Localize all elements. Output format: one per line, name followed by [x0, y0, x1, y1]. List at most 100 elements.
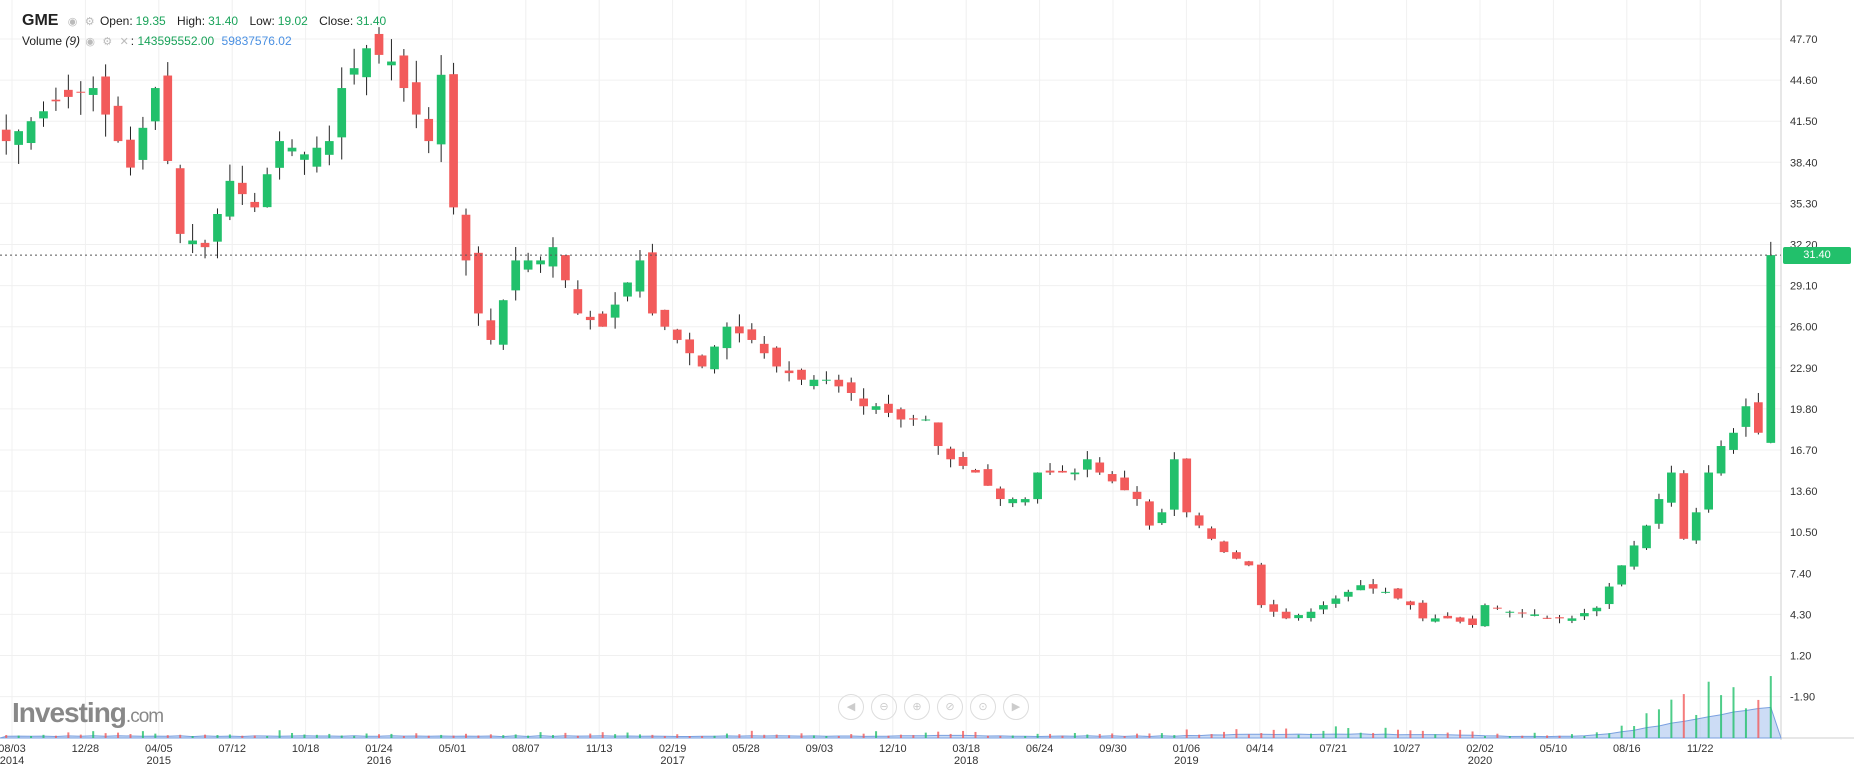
zoom-reset-icon[interactable]: ⊘ — [937, 694, 963, 720]
x-year-label: 2017 — [660, 755, 684, 765]
volume-bar — [117, 732, 120, 738]
candle-body — [1120, 477, 1129, 491]
volume-bar — [1011, 735, 1014, 738]
volume-bar — [378, 734, 381, 738]
candle-body — [1754, 402, 1763, 433]
candle-body — [548, 247, 558, 267]
zoom-out-icon[interactable]: ⊖ — [871, 694, 897, 720]
volume-bar — [390, 733, 393, 738]
chart-navigation: ◀ ⊖ ⊕ ⊘ ⊙ ▶ — [838, 694, 1036, 720]
x-year-label: 2016 — [367, 755, 391, 765]
volume-bar — [738, 734, 741, 738]
volume-bar — [1347, 728, 1350, 738]
candle-body — [1381, 591, 1390, 593]
candle-body — [1654, 499, 1664, 524]
volume-bar — [1633, 726, 1636, 738]
volume-bar — [626, 732, 629, 738]
x-tick-label: 12/28 — [72, 743, 100, 755]
candle-body — [958, 456, 968, 466]
zoom-in-icon[interactable]: ⊕ — [904, 694, 930, 720]
volume-bar — [92, 731, 95, 738]
candle-body — [1667, 472, 1676, 503]
x-year-label: 2019 — [1174, 755, 1198, 765]
x-tick-label: 01/06 — [1173, 743, 1201, 755]
volume-bar — [129, 734, 132, 738]
candle-body — [1306, 611, 1316, 619]
candle-body — [1331, 598, 1341, 604]
volume-bar — [1136, 733, 1139, 738]
volume-bar — [1695, 714, 1698, 738]
candle-body — [933, 422, 943, 447]
high-value: 31.40 — [208, 14, 239, 28]
y-tick-label: 1.20 — [1790, 651, 1811, 663]
volume-bar — [1483, 736, 1486, 738]
volume-bar — [1310, 733, 1313, 738]
candle-body — [374, 33, 384, 55]
candle-body — [275, 141, 284, 168]
volume-bar — [1359, 732, 1362, 738]
zoom-reset-alt-icon[interactable]: ⊙ — [970, 694, 996, 720]
candle-body — [884, 403, 893, 413]
candle-body — [797, 369, 806, 380]
candle-body — [213, 214, 222, 242]
candle-body — [113, 105, 123, 142]
visibility-icon[interactable]: ◉ — [67, 16, 78, 28]
volume-bar — [489, 734, 492, 738]
volume-value-1: 143595552.00 — [137, 34, 215, 48]
candle-body — [1430, 618, 1440, 622]
volume-bar — [427, 735, 430, 738]
candle-body — [1194, 515, 1204, 526]
candle-body — [1766, 255, 1776, 443]
x-tick-label: 09/30 — [1099, 743, 1127, 755]
volume-close-icon[interactable]: ✕ — [119, 36, 129, 48]
candle-body — [822, 379, 831, 381]
volume-bar — [800, 733, 803, 738]
candle-body — [995, 488, 1005, 500]
volume-bar — [42, 734, 45, 738]
volume-bar — [353, 735, 356, 738]
arrow-right-icon[interactable]: ▶ — [1003, 694, 1029, 720]
volume-bar — [67, 732, 70, 738]
candle-body — [735, 326, 744, 334]
candle-body — [287, 147, 297, 152]
investing-logo: Investing.com — [12, 697, 164, 729]
volume-bar — [1372, 732, 1375, 738]
volume-bar — [79, 734, 82, 738]
volume-bar — [701, 736, 704, 738]
y-tick-label: 4.30 — [1790, 609, 1811, 621]
settings-icon[interactable]: ⚙ — [84, 16, 95, 28]
volume-visibility-icon[interactable]: ◉ — [85, 36, 95, 48]
volume-bar — [1558, 735, 1561, 738]
candle-body — [1604, 586, 1614, 605]
arrow-left-icon[interactable]: ◀ — [838, 694, 864, 720]
volume-bar — [1173, 735, 1176, 738]
candle-body — [88, 88, 98, 95]
volume-bar — [1285, 728, 1288, 738]
candle-body — [983, 469, 993, 486]
ohlc-header: GME ◉ ⚙ Open: 19.35 High: 31.40 Low: 19.02 … — [22, 12, 386, 30]
volume-bar — [676, 734, 679, 738]
candle-body — [461, 214, 471, 261]
volume-bar — [1260, 733, 1263, 738]
volume-bar — [154, 733, 157, 738]
volume-value-2: 59837576.02 — [221, 34, 292, 48]
candle-body — [523, 260, 533, 270]
candle-body — [1517, 612, 1527, 614]
candle-body — [561, 255, 570, 281]
candle-body — [1219, 541, 1229, 553]
volume-bar — [179, 734, 182, 738]
candle-body — [585, 316, 595, 321]
candle-body — [449, 74, 458, 208]
volume-settings-icon[interactable]: ⚙ — [102, 36, 113, 48]
volume-bar — [1769, 676, 1772, 738]
candle-body — [1107, 474, 1117, 482]
volume-bar — [924, 732, 927, 738]
volume-bar — [1272, 729, 1275, 738]
candle-body — [262, 174, 272, 208]
candle-body — [710, 346, 719, 370]
volume-bar — [1707, 681, 1710, 738]
candle-body — [896, 409, 906, 420]
candle-body — [436, 74, 446, 145]
